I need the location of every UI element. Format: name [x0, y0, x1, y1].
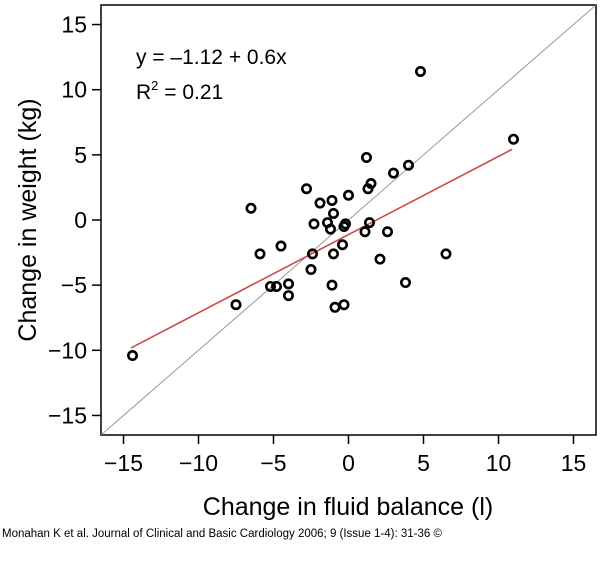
x-tick-label: −10 [179, 450, 218, 476]
data-point [339, 218, 351, 230]
x-tick-label: −5 [260, 450, 286, 476]
data-point [342, 189, 354, 201]
data-point [282, 278, 294, 290]
data-point [270, 280, 282, 292]
r-squared-superscript: 2 [151, 78, 158, 93]
data-point [381, 226, 393, 238]
data-point [324, 223, 336, 235]
y-tick-label: −15 [48, 402, 87, 428]
data-point [399, 277, 411, 289]
data-point [440, 248, 452, 260]
r-squared-letter: R [136, 81, 151, 104]
x-axis-label: Change in fluid balance (l) [203, 493, 493, 521]
data-point [245, 202, 257, 214]
y-tick-label: 10 [61, 77, 87, 103]
data-point [254, 248, 266, 260]
data-point [360, 151, 372, 163]
data-point [327, 248, 339, 260]
data-point [365, 178, 377, 190]
data-point [336, 239, 348, 251]
x-tick-label: −15 [104, 450, 143, 476]
data-point [387, 167, 399, 179]
data-point [329, 301, 341, 313]
y-tick-label: 15 [61, 12, 87, 38]
data-point [127, 350, 139, 362]
y-tick-label: 5 [74, 142, 87, 168]
x-tick-label: 5 [417, 450, 430, 476]
y-tick-label: 0 [74, 207, 87, 233]
y-axis: −15 −10 −5 0 5 10 15 [48, 12, 101, 428]
regression-line [130, 148, 513, 349]
data-point [308, 218, 320, 230]
data-point [300, 183, 312, 195]
data-point [338, 299, 350, 311]
x-tick-label: 0 [342, 450, 355, 476]
data-point [327, 207, 339, 219]
data-point [363, 217, 375, 229]
x-tick-label: 10 [486, 450, 512, 476]
regression-equation: y = –1.12 + 0.6x [136, 46, 287, 69]
data-point [402, 159, 414, 171]
data-point [264, 280, 276, 292]
y-tick-label: −5 [61, 272, 87, 298]
data-point [326, 279, 338, 291]
data-point [275, 240, 287, 252]
data-points [127, 65, 519, 362]
r-squared-annotation: R2 = 0.21 [136, 78, 223, 104]
data-point [230, 299, 242, 311]
data-point [507, 133, 519, 145]
data-point [326, 194, 338, 206]
y-axis-label: Change in weight (kg) [14, 98, 42, 341]
data-point [314, 197, 326, 209]
citation: Monahan K et al. Journal of Clinical and… [2, 528, 442, 540]
x-axis: −15 −10 −5 0 5 10 15 [104, 435, 586, 476]
data-point [359, 226, 371, 238]
data-point [305, 264, 317, 276]
data-point [374, 253, 386, 265]
data-point [282, 290, 294, 302]
y-tick-label: −10 [48, 337, 87, 363]
data-point [306, 248, 318, 260]
x-tick-label: 15 [561, 450, 587, 476]
r-squared-value: = 0.21 [158, 81, 223, 104]
data-point [414, 65, 426, 77]
